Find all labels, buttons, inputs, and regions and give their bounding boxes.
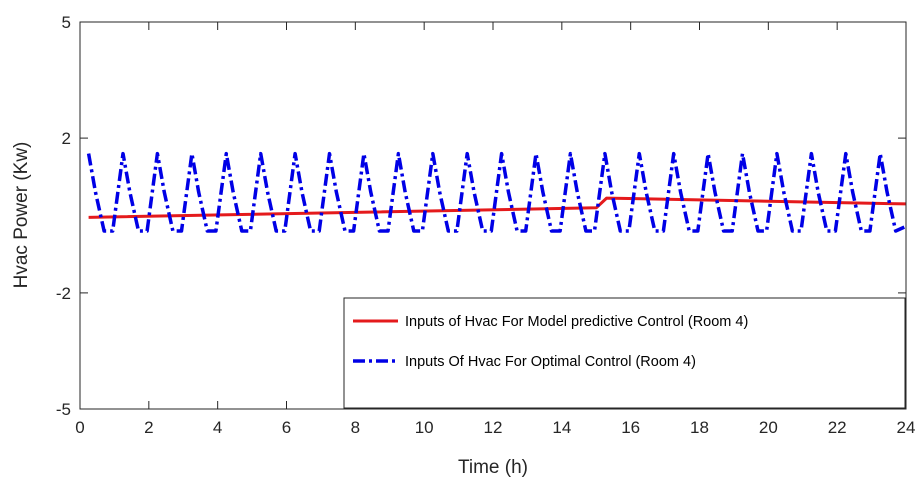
x-tick-label: 24 xyxy=(897,418,916,437)
x-tick-label: 2 xyxy=(144,418,153,437)
legend-label-optimal: Inputs Of Hvac For Optimal Control (Room… xyxy=(405,354,696,370)
series-line-optimal xyxy=(86,151,906,233)
y-tick-label: -2 xyxy=(56,284,71,303)
x-tick-label: 0 xyxy=(75,418,84,437)
x-tick-label: 12 xyxy=(484,418,503,437)
y-tick-label: 5 xyxy=(62,13,71,32)
x-tick-label: 22 xyxy=(828,418,847,437)
legend: Inputs of Hvac For Model predictive Cont… xyxy=(343,297,906,409)
y-axis-label: Hvac Power (Kw) xyxy=(11,142,32,289)
x-tick-label: 8 xyxy=(351,418,360,437)
x-tick-label: 6 xyxy=(282,418,291,437)
x-tick-label: 18 xyxy=(690,418,709,437)
x-tick-label: 20 xyxy=(759,418,778,437)
x-tick-label: 14 xyxy=(552,418,571,437)
y-tick-label: 2 xyxy=(62,129,71,148)
ticks-layer: 0 2 4 6 8 10 12 14 16 18 20 22 24-5-225 xyxy=(56,13,916,437)
series-layer xyxy=(86,151,907,233)
x-axis-label: Time (h) xyxy=(458,457,528,477)
y-tick-label: -5 xyxy=(56,400,71,419)
x-tick-label: 10 xyxy=(415,418,434,437)
x-tick-label: 16 xyxy=(621,418,640,437)
legend-label-mpc: Inputs of Hvac For Model predictive Cont… xyxy=(405,314,748,330)
legend-box xyxy=(343,297,906,409)
x-tick-label: 4 xyxy=(213,418,222,437)
